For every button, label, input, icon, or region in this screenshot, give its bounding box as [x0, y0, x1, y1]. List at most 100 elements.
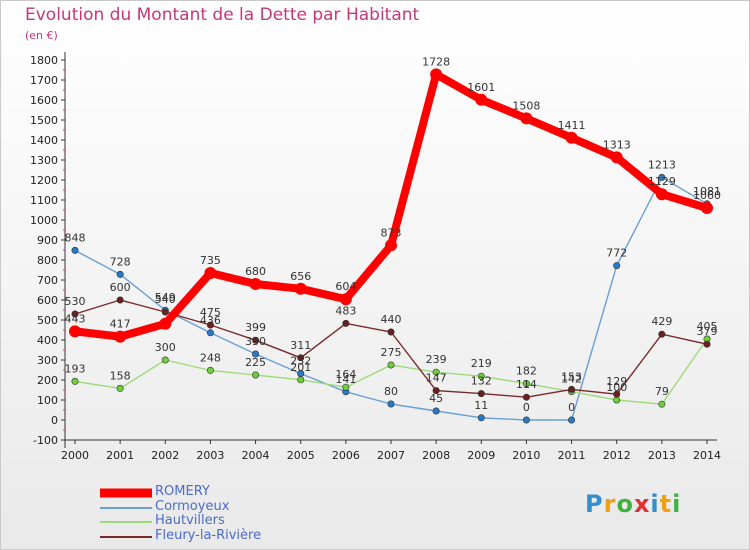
- logo-letter: x: [633, 490, 651, 518]
- y-tick-label: 500: [37, 314, 58, 327]
- data-label: 201: [290, 361, 311, 374]
- data-label: 405: [697, 320, 718, 333]
- data-point: [613, 396, 621, 404]
- data-label: 248: [200, 351, 221, 364]
- data-point: [658, 400, 666, 408]
- data-label: 443: [65, 312, 86, 325]
- data-label: 429: [651, 315, 672, 328]
- legend-label: ROMERY: [155, 484, 210, 499]
- data-point: [206, 366, 214, 374]
- data-label: 141: [335, 373, 356, 386]
- data-point: [568, 416, 576, 424]
- data-label: 311: [290, 339, 311, 352]
- x-tick-label: 2007: [377, 449, 405, 462]
- x-tick-label: 2004: [242, 449, 270, 462]
- data-label: 1060: [693, 189, 721, 202]
- data-label: 1081: [693, 185, 721, 198]
- data-label: 219: [471, 357, 492, 370]
- y-tick-label: 1500: [30, 114, 58, 127]
- x-tick-label: 2001: [106, 449, 134, 462]
- x-tick-label: 2013: [648, 449, 676, 462]
- data-point: [116, 270, 124, 278]
- data-point: [432, 368, 440, 376]
- data-label: 114: [516, 378, 537, 391]
- data-label: 873: [381, 226, 402, 239]
- chart-unit-label: (en €): [25, 29, 58, 42]
- data-point: [432, 407, 440, 415]
- data-label: 158: [110, 369, 131, 382]
- data-point: [387, 328, 395, 336]
- data-label: 530: [65, 295, 86, 308]
- data-label: 549: [155, 291, 176, 304]
- x-tick-label: 2002: [151, 449, 179, 462]
- data-label: 182: [516, 365, 537, 378]
- logo-letter: P: [585, 490, 604, 518]
- y-tick-label: 300: [37, 354, 58, 367]
- data-label: 440: [381, 313, 402, 326]
- y-tick-label: 1200: [30, 174, 58, 187]
- y-tick-label: 900: [37, 234, 58, 247]
- data-label: 735: [200, 254, 221, 267]
- data-label: 153: [561, 370, 582, 383]
- logo-letter: i: [672, 490, 682, 518]
- x-tick-label: 2012: [603, 449, 631, 462]
- data-point: [658, 173, 666, 181]
- data-label: 193: [65, 362, 86, 375]
- x-tick-label: 2011: [558, 449, 586, 462]
- y-tick-label: -100: [33, 434, 58, 447]
- data-point: [385, 239, 397, 252]
- data-label: 604: [335, 280, 356, 293]
- data-point: [477, 390, 485, 398]
- legend-swatch: [100, 535, 152, 538]
- data-label: 239: [426, 353, 447, 366]
- data-label: 475: [200, 306, 221, 319]
- data-label: 0: [523, 401, 530, 414]
- y-tick-label: 800: [37, 254, 58, 267]
- data-point: [71, 377, 79, 385]
- data-label: 300: [155, 341, 176, 354]
- data-point: [568, 385, 576, 393]
- data-label: 100: [606, 381, 627, 394]
- data-point: [342, 383, 350, 391]
- data-point: [249, 278, 262, 290]
- chart-title: Evolution du Montant de la Dette par Hab…: [25, 5, 420, 25]
- data-point: [522, 380, 530, 388]
- y-tick-label: 200: [37, 374, 58, 387]
- data-point: [206, 329, 214, 337]
- x-tick-label: 2000: [61, 449, 89, 462]
- data-label: 600: [110, 281, 131, 294]
- data-label: 483: [335, 304, 356, 317]
- data-point: [522, 416, 530, 424]
- data-point: [432, 387, 440, 395]
- data-point: [430, 68, 443, 81]
- data-label: 80: [384, 385, 398, 398]
- y-tick-label: 600: [37, 294, 58, 307]
- data-label: 656: [290, 270, 311, 283]
- data-label: 1313: [603, 138, 631, 151]
- data-point: [610, 151, 623, 164]
- data-label: 79: [655, 385, 669, 398]
- y-tick-label: 700: [37, 274, 58, 287]
- data-label: 1508: [512, 99, 540, 112]
- data-label: 1213: [648, 158, 676, 171]
- logo-letter: r: [603, 490, 617, 518]
- data-point: [252, 371, 260, 379]
- proxiti-logo: Proxiti: [585, 490, 681, 518]
- data-point: [613, 262, 621, 270]
- data-label: 540: [155, 293, 176, 306]
- data-point: [252, 350, 260, 358]
- data-label: 1601: [467, 81, 495, 94]
- y-tick-label: 100: [37, 394, 58, 407]
- data-point: [204, 267, 217, 279]
- data-point: [116, 296, 124, 304]
- data-point: [297, 376, 305, 384]
- data-point: [69, 325, 81, 338]
- y-tick-label: 1700: [30, 74, 58, 87]
- legend-label: Fleury-la-Rivière: [155, 527, 262, 543]
- data-point: [294, 282, 307, 295]
- legend-label: Cormoyeux: [155, 498, 230, 514]
- logo-letter: o: [616, 490, 634, 518]
- data-label: 848: [65, 231, 86, 244]
- y-tick-label: 1000: [30, 214, 58, 227]
- data-point: [658, 330, 666, 338]
